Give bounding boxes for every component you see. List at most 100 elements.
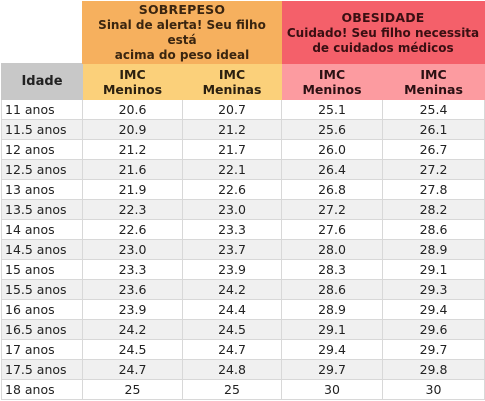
obesidade-meninos-cell: 28.6 xyxy=(281,279,383,300)
sobrepeso-meninas-cell: 24.5 xyxy=(182,319,282,340)
table-row: 11 anos 20.6 20.7 25.1 25.4 xyxy=(1,99,485,120)
sobrepeso-meninas-cell: 22.1 xyxy=(182,159,282,180)
table-row: 16.5 anos 24.2 24.5 29.1 29.6 xyxy=(1,319,485,340)
obesidade-meninos-cell: 26.4 xyxy=(281,159,383,180)
obesidade-meninos-cell: 25.6 xyxy=(281,119,383,140)
sobrepeso-meninas-cell: 24.7 xyxy=(182,339,282,360)
obesidade-meninas-cell: 29.4 xyxy=(382,299,485,320)
obesidade-meninos-cell: 25.1 xyxy=(281,99,383,120)
age-cell: 11.5 anos xyxy=(1,119,83,140)
age-cell: 12.5 anos xyxy=(1,159,83,180)
obesidade-meninas-cell: 29.1 xyxy=(382,259,485,280)
imc-label: IMC xyxy=(420,66,447,82)
obesidade-meninas-cell: 29.8 xyxy=(382,359,485,380)
obesidade-description-line2: de cuidados médicos xyxy=(312,40,454,55)
obesidade-meninas-cell: 26.1 xyxy=(382,119,485,140)
imc-label: IMC xyxy=(318,66,346,82)
sobrepeso-meninos-cell: 23.0 xyxy=(82,239,183,260)
sobrepeso-meninos-cell: 23.6 xyxy=(82,279,183,300)
meninos-label: Meninos xyxy=(302,81,362,97)
table-row: 15 anos 23.3 23.9 28.3 29.1 xyxy=(1,259,485,280)
sobrepeso-meninas-cell: 21.2 xyxy=(182,119,282,140)
obesidade-meninas-cell: 29.7 xyxy=(382,339,485,360)
table-row: 17 anos 24.5 24.7 29.4 29.7 xyxy=(1,339,485,360)
table-row: 11.5 anos 20.9 21.2 25.6 26.1 xyxy=(1,119,485,140)
obesidade-meninas-cell: 27.2 xyxy=(382,159,485,180)
age-cell: 18 anos xyxy=(1,379,83,400)
sobrepeso-meninos-header: IMC Meninos xyxy=(82,63,183,100)
sobrepeso-meninas-cell: 23.0 xyxy=(182,199,282,220)
sobrepeso-meninos-cell: 24.5 xyxy=(82,339,183,360)
table-row: 12.5 anos 21.6 22.1 26.4 27.2 xyxy=(1,159,485,180)
age-cell: 11 anos xyxy=(1,99,83,120)
sobrepeso-meninas-header: IMC Meninas xyxy=(182,63,282,100)
sobrepeso-meninas-cell: 24.2 xyxy=(182,279,282,300)
table-row: 15.5 anos 23.6 24.2 28.6 29.3 xyxy=(1,279,485,300)
sobrepeso-meninas-cell: 24.8 xyxy=(182,359,282,380)
category-header-row: SOBREPESO Sinal de alerta! Seu filho est… xyxy=(1,1,485,64)
sobrepeso-meninos-cell: 22.3 xyxy=(82,199,183,220)
table-row: 17.5 anos 24.7 24.8 29.7 29.8 xyxy=(1,359,485,380)
sobrepeso-meninas-cell: 25 xyxy=(182,379,282,400)
sobrepeso-meninos-cell: 23.9 xyxy=(82,299,183,320)
column-header-row: Idade IMC Meninos IMC Meninas IMC Menino… xyxy=(1,63,485,100)
sobrepeso-meninos-cell: 23.3 xyxy=(82,259,183,280)
obesidade-header: OBESIDADE Cuidado! Seu filho necessita d… xyxy=(281,1,485,64)
obesidade-meninos-cell: 27.6 xyxy=(281,219,383,240)
obesidade-meninas-cell: 27.8 xyxy=(382,179,485,200)
sobrepeso-description-line2: acima do peso ideal xyxy=(114,48,250,62)
sobrepeso-header: SOBREPESO Sinal de alerta! Seu filho est… xyxy=(82,1,282,64)
meninas-label: Meninas xyxy=(404,81,463,97)
meninas-label: Meninas xyxy=(202,81,262,97)
obesidade-meninos-cell: 27.2 xyxy=(281,199,383,220)
obesidade-meninas-cell: 25.4 xyxy=(382,99,485,120)
meninos-label: Meninos xyxy=(102,81,163,97)
obesidade-description-line1: Cuidado! Seu filho necessita xyxy=(286,25,480,40)
age-cell: 15 anos xyxy=(1,259,83,280)
sobrepeso-meninas-cell: 23.3 xyxy=(182,219,282,240)
age-cell: 14 anos xyxy=(1,219,83,240)
sobrepeso-meninos-cell: 25 xyxy=(82,379,183,400)
sobrepeso-meninos-cell: 21.2 xyxy=(82,139,183,160)
imc-label: IMC xyxy=(119,66,146,82)
sobrepeso-title: SOBREPESO xyxy=(138,2,226,17)
obesidade-meninas-cell: 28.9 xyxy=(382,239,485,260)
age-cell: 14.5 anos xyxy=(1,239,83,260)
sobrepeso-meninos-cell: 20.9 xyxy=(82,119,183,140)
table-row: 14 anos 22.6 23.3 27.6 28.6 xyxy=(1,219,485,240)
table-row: 12 anos 21.2 21.7 26.0 26.7 xyxy=(1,139,485,160)
age-cell: 13.5 anos xyxy=(1,199,83,220)
age-cell: 12 anos xyxy=(1,139,83,160)
obesidade-meninas-cell: 29.6 xyxy=(382,319,485,340)
obesidade-meninos-cell: 28.9 xyxy=(281,299,383,320)
idade-column-header: Idade xyxy=(1,63,83,100)
table-row: 13 anos 21.9 22.6 26.8 27.8 xyxy=(1,179,485,200)
sobrepeso-meninos-cell: 22.6 xyxy=(82,219,183,240)
obesidade-meninos-cell: 30 xyxy=(281,379,383,400)
obesidade-meninos-header: IMC Meninos xyxy=(281,63,383,100)
sobrepeso-meninos-cell: 24.7 xyxy=(82,359,183,380)
table-row: 18 anos 25 25 30 30 xyxy=(1,379,485,400)
obesidade-meninas-cell: 28.2 xyxy=(382,199,485,220)
obesidade-meninas-cell: 28.6 xyxy=(382,219,485,240)
obesidade-title: OBESIDADE xyxy=(341,9,425,25)
obesidade-meninos-cell: 26.0 xyxy=(281,139,383,160)
age-cell: 17.5 anos xyxy=(1,359,83,380)
age-cell: 15.5 anos xyxy=(1,279,83,300)
sobrepeso-meninos-cell: 21.9 xyxy=(82,179,183,200)
age-cell: 13 anos xyxy=(1,179,83,200)
imc-label: IMC xyxy=(218,66,246,82)
table-row: 16 anos 23.9 24.4 28.9 29.4 xyxy=(1,299,485,320)
obesidade-meninos-cell: 29.1 xyxy=(281,319,383,340)
table-row: 13.5 anos 22.3 23.0 27.2 28.2 xyxy=(1,199,485,220)
obesidade-meninas-header: IMC Meninas xyxy=(382,63,485,100)
sobrepeso-meninas-cell: 21.7 xyxy=(182,139,282,160)
imc-table-body: 11 anos 20.6 20.7 25.1 25.4 11.5 anos 20… xyxy=(1,99,485,400)
obesidade-meninos-cell: 28.3 xyxy=(281,259,383,280)
age-cell: 17 anos xyxy=(1,339,83,360)
obesidade-meninas-cell: 26.7 xyxy=(382,139,485,160)
table-row: 14.5 anos 23.0 23.7 28.0 28.9 xyxy=(1,239,485,260)
obesidade-meninas-cell: 30 xyxy=(382,379,485,400)
sobrepeso-meninas-cell: 24.4 xyxy=(182,299,282,320)
